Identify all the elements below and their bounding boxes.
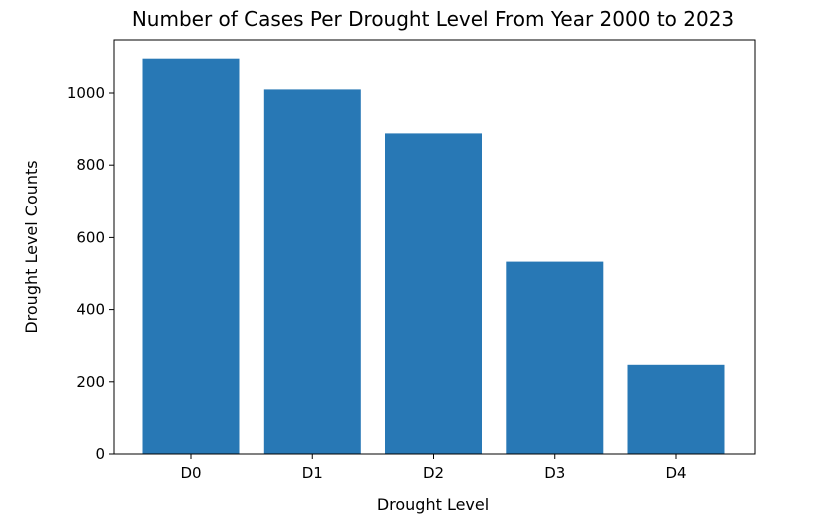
bar-d1	[263, 89, 361, 455]
x-axis-label: Drought Level	[377, 495, 489, 514]
x-axis-ticks: D0 D1 D2 D3 D4	[180, 454, 687, 482]
x-tick-label: D3	[544, 464, 565, 482]
bar-d0	[142, 58, 240, 454]
y-tick-label: 200	[76, 373, 105, 391]
x-tick-label: D0	[180, 464, 201, 482]
y-axis-label: Drought Level Counts	[22, 160, 41, 333]
x-tick-label: D1	[302, 464, 323, 482]
y-tick-label: 600	[76, 228, 105, 246]
chart-title: Number of Cases Per Drought Level From Y…	[132, 7, 734, 31]
y-tick-label: 0	[95, 445, 105, 463]
bar-d4	[627, 364, 725, 454]
bar-d2	[385, 133, 482, 454]
x-tick-label: D2	[423, 464, 444, 482]
y-tick-label: 1000	[67, 84, 105, 102]
plot-frame	[113, 39, 756, 455]
y-axis-ticks: 0 200 400 600 800 1000	[67, 84, 114, 463]
x-tick-label: D4	[665, 464, 686, 482]
y-tick-label: 800	[76, 156, 105, 174]
y-tick-label: 400	[76, 301, 105, 319]
bars-group	[142, 58, 725, 455]
bar-d3	[506, 261, 604, 454]
